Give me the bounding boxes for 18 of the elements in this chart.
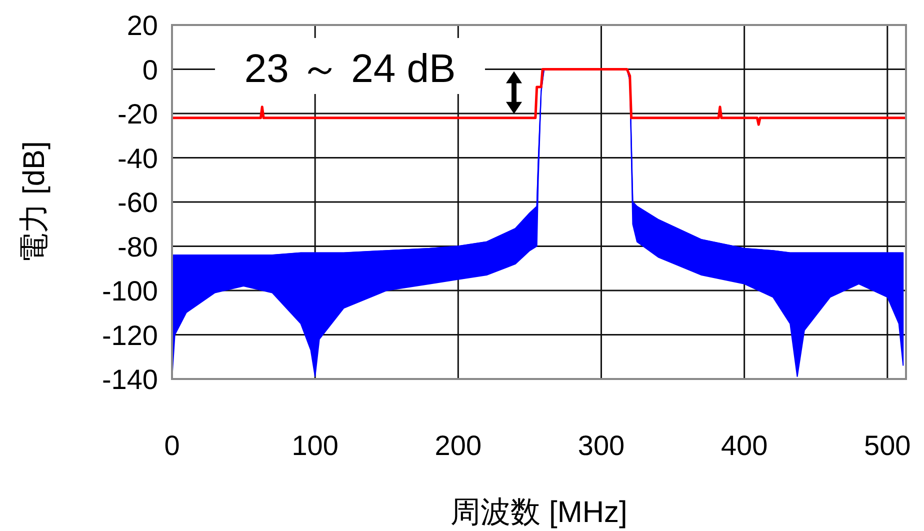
- x-axis-title: 周波数 [MHz]: [450, 496, 628, 529]
- y-tick-label: -40: [118, 142, 158, 174]
- annotation: 23 ～ 24 dB: [244, 47, 456, 91]
- y-tick-label: 0: [142, 54, 158, 86]
- x-tick-label: 0: [164, 430, 180, 461]
- y-tick-label: -100: [102, 276, 158, 306]
- x-tick-label: 100: [292, 430, 338, 461]
- x-tick-label: 200: [434, 430, 482, 461]
- y-tick-label: -80: [118, 231, 158, 262]
- y-tick-label: -120: [102, 320, 158, 351]
- y-tick-label: -60: [118, 187, 158, 218]
- y-tick-label: -140: [102, 364, 158, 395]
- x-tick-label: 400: [720, 430, 768, 461]
- y-tick-label: -20: [118, 98, 158, 130]
- y-tick-label: 20: [126, 10, 158, 41]
- x-tick-label: 500: [864, 430, 911, 461]
- y-axis-title: 電力 [dB]: [18, 141, 51, 263]
- x-tick-label: 300: [578, 430, 625, 461]
